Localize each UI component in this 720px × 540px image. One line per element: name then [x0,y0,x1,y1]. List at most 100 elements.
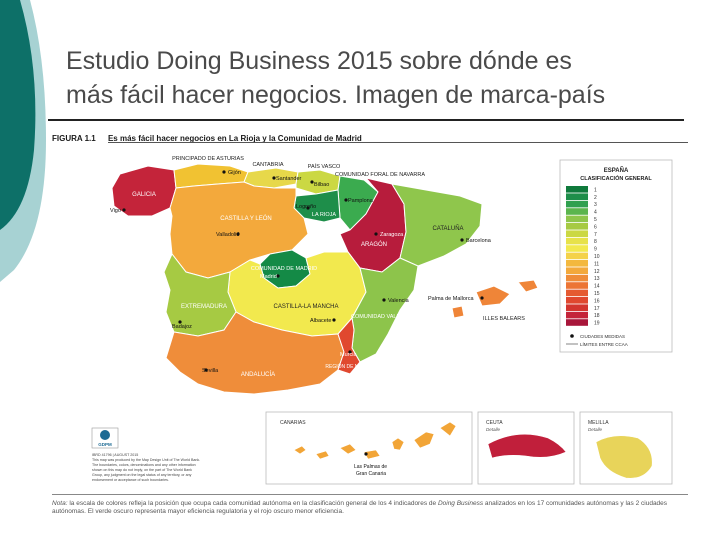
figure-number: FIGURA 1.1 [52,134,96,143]
region-label: COMUNIDAD FORAL DE NAVARRA [335,172,425,178]
legend-rank-label: 7 [594,232,597,238]
legend-swatch [566,230,588,237]
city-label: Murcia [340,352,357,358]
region-label: ANDALUCÍA [241,371,275,378]
legend-rank-label: 4 [594,210,597,216]
spain-map: GALICIA PRINCIPADO DE ASTURIAS CANTABRIA… [91,156,673,485]
city-label: Gijón [228,170,241,176]
city-label: Valladolid [216,232,239,238]
region-label: COMUNIDAD VALENCIANA [351,314,421,320]
publisher-line: This map was produced by the Map Design … [92,458,200,462]
region-label: PRINCIPADO DE ASTURIAS [172,156,244,162]
region-label: EXTREMADURA [181,304,227,310]
legend-cities-label: CIUDADES MEDIDAS [580,334,625,339]
legend-subtitle: CLASIFICACIÓN GENERAL [580,174,652,182]
note-italic: Doing Business [437,500,484,507]
legend-swatch [566,186,588,193]
legend-swatch [566,215,588,223]
legend-swatch [566,245,588,252]
legend-swatch [566,267,588,274]
region-label: ILLES BALEARS [483,316,525,322]
city-label: Palma de Mallorca [428,296,474,302]
publisher-line: Group, any judgment on the legal status … [92,473,192,477]
city-label: Barcelona [466,238,492,244]
region-label: CANTABRIA [252,162,283,168]
region-label: CATALUÑA [432,225,463,232]
slide-title-line-1: Estudio Doing Business 2015 sobre dónde … [66,47,572,75]
region-murcia [337,316,361,375]
legend-swatch [566,193,588,200]
city-label: Bilbao [314,182,329,188]
legend-swatch [566,208,588,215]
publisher-line: shown on this map do not imply, on the p… [92,468,192,472]
city-label: Logroño [296,204,316,210]
publisher-line: IBRD 41796 | AUGUST 2015 [92,453,138,457]
city-label: Pamplona [348,198,374,204]
ceuta-label: CEUTA [486,420,503,426]
legend-rank-label: 18 [594,313,600,319]
region-baleares [451,279,539,319]
legend-rank-label: 19 [594,321,600,327]
city-label: Vigo [110,208,121,214]
legend-swatch [566,311,588,319]
legend-rank-label: 12 [594,269,600,275]
region-label: ARAGÓN [361,241,387,248]
region-label: PAÍS VASCO [308,163,341,170]
note-divider [52,494,688,495]
ceuta-detail: Detalle [486,427,501,432]
legend-rank-label: 14 [594,284,600,290]
region-label: CASTILLA Y LEÓN [220,215,271,222]
legend-swatch [566,274,588,282]
publisher-line: endorsement or acceptance of such bounda… [92,478,169,482]
legend-rank-label: 11 [594,261,599,267]
melilla-label: MELILLA [588,420,609,426]
legend-rank-label: 1 [594,187,597,193]
city-label: Badajoz [172,324,192,330]
publisher-logo: GDPM [98,442,112,447]
legend-rank-label: 9 [594,247,597,253]
city-label: Zaragoza [380,232,404,238]
legend-swatch [566,304,588,311]
slide-title-line-2: más fácil hacer negocios. Imagen de marc… [66,81,606,109]
note-prefix: Nota: [52,500,68,507]
legend-swatch [566,282,588,289]
figure-panel: FIGURA 1.1 Es más fácil hacer negocios e… [48,122,690,528]
canarias-inset: CANARIAS Las Palmas de Gran Canaria [265,411,473,485]
legend-rank-label: 13 [594,276,600,282]
figure-header-rule [108,142,688,143]
city-label: Madrid [260,274,277,280]
title-divider [48,119,684,121]
legend-swatch [566,237,588,245]
city-label: Albacete [310,318,331,324]
city-label: Valencia [388,298,410,304]
region-label: COMUNIDAD DE MADRID [251,266,317,272]
legend-rank-label: 15 [594,291,600,297]
city-label: Gran Canaria [356,471,386,477]
city-label: Las Palmas de [354,464,387,470]
legend-title: ESPAÑA [604,167,629,174]
figure-title: Es más fácil hacer negocios en La Rioja … [107,134,362,143]
legend-swatch [566,289,588,297]
note-text: la escala de colores refleja la posición… [69,500,437,507]
legend-swatch [566,252,588,260]
region-valencia [351,257,419,363]
legend-rank-label: 8 [594,239,597,245]
note-text-2: analizados en los 17 comunidades autónom… [52,500,668,515]
slide-title: Estudio Doing Business 2015 sobre dónde … [66,44,706,112]
region-label: LA RIOJA [312,212,336,218]
melilla-inset: MELILLA Detalle [579,411,673,485]
legend-rank-label: 6 [594,224,597,230]
figure-header: FIGURA 1.1 Es más fácil hacer negocios e… [52,134,362,143]
legend-swatch [566,319,588,326]
legend-rank-label: 5 [594,217,597,223]
region-label: GALICIA [132,192,156,198]
legend-swatch [566,200,588,208]
region-label: REGIÓN DE MURCIA [325,363,375,370]
city-label: Santander [276,176,302,182]
legend-rank-label: 16 [594,298,600,304]
city-label: Sevilla [202,368,219,374]
canarias-label: CANARIAS [280,420,306,426]
legend-rank-label: 2 [594,195,597,201]
publisher-block: GDPM IBRD 41796 | AUGUST 2015 This map w… [91,427,200,482]
region-cataluna [391,183,483,267]
